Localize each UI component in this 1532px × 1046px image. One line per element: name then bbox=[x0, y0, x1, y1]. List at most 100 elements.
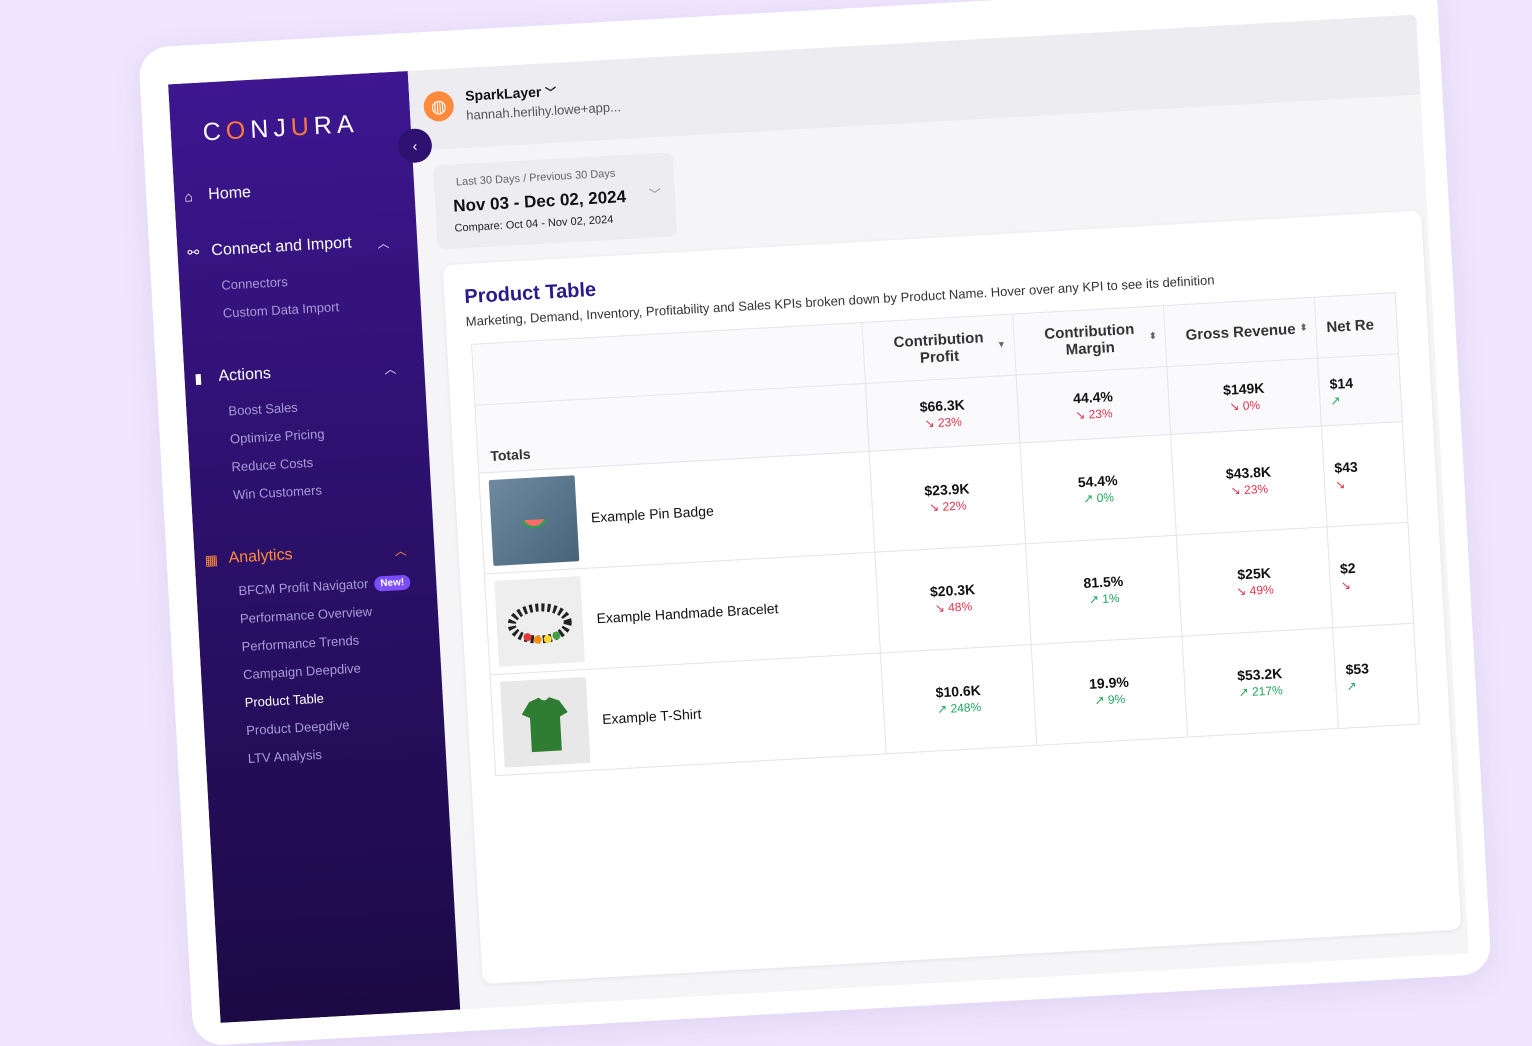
sub-reduce-costs[interactable]: Reduce Costs bbox=[231, 454, 314, 475]
nav-actions-label: Actions bbox=[217, 365, 272, 386]
cell: $20.3K ↘ 48% bbox=[874, 543, 1032, 653]
product-name[interactable]: Example Pin Badge bbox=[590, 502, 715, 526]
bar-chart-icon: ▮ bbox=[194, 369, 203, 387]
cell: $43.8K ↘ 23% bbox=[1170, 426, 1328, 536]
cell: $53.2K ↗ 217% bbox=[1181, 627, 1339, 737]
change-pct: 9% bbox=[1107, 691, 1126, 707]
product-image-bracelet bbox=[494, 576, 585, 667]
product-table-panel: Product Table Marketing, Demand, Invento… bbox=[442, 210, 1462, 985]
product-cell: Example T-Shirt bbox=[490, 652, 887, 776]
cell: $23.9K ↘ 22% bbox=[869, 442, 1026, 553]
total-cell: $14 ↗ bbox=[1317, 353, 1403, 427]
date-preset-label: Last 30 Days / Previous 30 Days bbox=[455, 167, 616, 189]
table-row[interactable]: Example Pin Badge $23.9K ↘ 22% 54.4% ↗ 0% … bbox=[478, 421, 1408, 574]
sort-icon[interactable]: ⬍ bbox=[1148, 330, 1157, 341]
org-switcher[interactable]: SparkLayer ﹀ bbox=[465, 83, 557, 105]
change-pct: 248% bbox=[950, 699, 982, 716]
total-cell: $149K ↘ 0% bbox=[1166, 358, 1322, 435]
change-pct: 22% bbox=[942, 498, 967, 514]
sort-icon[interactable]: ⬍ bbox=[1299, 322, 1308, 333]
product-name[interactable]: Example Handmade Bracelet bbox=[596, 600, 779, 627]
change-pct: 23% bbox=[1243, 481, 1269, 497]
up-arrow-icon: ↗ bbox=[1330, 392, 1341, 408]
sub-boost-sales[interactable]: Boost Sales bbox=[227, 399, 299, 419]
change-pct: 48% bbox=[947, 599, 973, 615]
panel-title: Product Table bbox=[463, 278, 597, 309]
table-row[interactable]: Example Handmade Bracelet $20.3K ↘ 48% 81… bbox=[484, 522, 1414, 675]
sort-desc-icon[interactable]: ▼ bbox=[996, 339, 1007, 350]
nav-home-label: Home bbox=[207, 183, 252, 204]
connect-icon: ⚯ bbox=[187, 243, 200, 261]
cell: $2 ↘ bbox=[1327, 522, 1414, 628]
sub-performance-overview[interactable]: Performance Overview bbox=[239, 603, 373, 627]
table-row[interactable]: Example T-Shirt $10.6K ↗ 248% 19.9% ↗ 9% $… bbox=[490, 623, 1420, 776]
cell: 81.5% ↗ 1% bbox=[1025, 535, 1182, 645]
chevron-up-icon[interactable]: ︿ bbox=[383, 362, 397, 377]
date-range-value: Nov 03 - Dec 02, 2024 bbox=[452, 187, 627, 216]
header-label: Contribution Margin bbox=[1043, 320, 1135, 359]
down-arrow-icon: ↘ bbox=[1340, 578, 1352, 593]
nav-analytics-label: Analytics bbox=[228, 546, 294, 567]
product-image-tshirt bbox=[499, 676, 591, 768]
sub-bfcm-label: BFCM Profit Navigator bbox=[238, 575, 369, 599]
header-net-revenue[interactable]: Net Re bbox=[1314, 292, 1399, 359]
nav-actions[interactable]: ▮ Actions ︿ bbox=[194, 357, 415, 387]
sub-optimize-pricing[interactable]: Optimize Pricing bbox=[229, 426, 325, 447]
topbar: ◍ SparkLayer ﹀ hannah.herlihy.lowe+app..… bbox=[407, 14, 1421, 151]
screenshot-card: CONJURA ⌂ Home ⚯ Connect and Import ︿ Co… bbox=[138, 0, 1492, 1046]
change-pct: 49% bbox=[1249, 582, 1275, 598]
change-pct: 0% bbox=[1242, 397, 1261, 413]
cell: 19.9% ↗ 9% bbox=[1031, 636, 1188, 746]
home-icon: ⌂ bbox=[183, 188, 194, 205]
sub-bfcm-profit-navigator[interactable]: BFCM Profit Navigator New! bbox=[238, 574, 411, 600]
down-arrow-icon: ↘ bbox=[1334, 477, 1346, 492]
sub-product-table[interactable]: Product Table bbox=[244, 690, 325, 711]
cell-value: $53 bbox=[1345, 660, 1370, 678]
change-pct: 0% bbox=[1096, 490, 1115, 506]
header-gross-revenue[interactable]: Gross Revenue ⬍ bbox=[1163, 297, 1318, 367]
cell: 54.4% ↗ 0% bbox=[1019, 434, 1177, 544]
grid-icon: ▦ bbox=[204, 551, 219, 569]
bracelet-icon bbox=[507, 603, 572, 644]
chevron-left-icon: ‹ bbox=[412, 137, 418, 154]
cell: $10.6K ↗ 248% bbox=[880, 644, 1037, 754]
sub-product-deepdive[interactable]: Product Deepdive bbox=[245, 717, 350, 739]
sub-ltv-analysis[interactable]: LTV Analysis bbox=[247, 746, 323, 766]
product-image-pin-badge bbox=[488, 475, 580, 566]
tshirt-icon bbox=[521, 697, 568, 753]
change-pct: 217% bbox=[1251, 683, 1284, 699]
chevron-up-icon[interactable]: ︿ bbox=[376, 236, 390, 251]
change-pct: 23% bbox=[937, 414, 963, 430]
sub-custom-data-import[interactable]: Custom Data Import bbox=[222, 299, 340, 321]
product-cell: Example Pin Badge bbox=[478, 451, 875, 574]
date-range-picker[interactable]: Last 30 Days / Previous 30 Days Nov 03 -… bbox=[433, 152, 678, 250]
nav-home[interactable]: ⌂ Home bbox=[184, 184, 252, 206]
cell: $53 ↗ bbox=[1332, 623, 1420, 729]
sub-connectors[interactable]: Connectors bbox=[220, 274, 289, 293]
globe-icon[interactable]: ◍ bbox=[422, 90, 455, 123]
header-label: Net Re bbox=[1325, 315, 1375, 336]
sub-performance-trends[interactable]: Performance Trends bbox=[241, 632, 360, 655]
app-window: CONJURA ⌂ Home ⚯ Connect and Import ︿ Co… bbox=[168, 14, 1469, 1023]
conjura-logo[interactable]: CONJURA bbox=[202, 109, 360, 147]
product-name[interactable]: Example T-Shirt bbox=[601, 705, 702, 728]
nav-analytics[interactable]: ▦ Analytics ︿ bbox=[204, 539, 425, 569]
header-contribution-margin[interactable]: Contribution Margin ⬍ bbox=[1012, 305, 1167, 375]
nav-connect[interactable]: ⚯ Connect and Import ︿ bbox=[187, 231, 408, 261]
sub-campaign-deepdive[interactable]: Campaign Deepdive bbox=[242, 660, 362, 683]
change-pct: 23% bbox=[1088, 405, 1113, 421]
cell: $25K ↘ 49% bbox=[1176, 526, 1333, 637]
header-contribution-profit[interactable]: Contribution Profit ▼ bbox=[861, 314, 1017, 384]
change-pct: 1% bbox=[1101, 591, 1120, 607]
product-table: Contribution Profit ▼ Contribution Margin… bbox=[471, 292, 1420, 777]
product-cell: Example Handmade Bracelet bbox=[484, 552, 881, 675]
sub-win-customers[interactable]: Win Customers bbox=[232, 482, 323, 503]
date-compare-value: Compare: Oct 04 - Nov 02, 2024 bbox=[454, 213, 614, 235]
chevron-up-icon[interactable]: ︿ bbox=[394, 543, 407, 559]
total-cell: 44.4% ↘ 23% bbox=[1016, 366, 1171, 443]
total-value: $14 bbox=[1329, 374, 1354, 392]
header-label: Gross Revenue bbox=[1185, 320, 1296, 344]
cell-value: $43 bbox=[1333, 458, 1359, 476]
nav-connect-label: Connect and Import bbox=[210, 234, 353, 260]
watermelon-pin-icon bbox=[520, 518, 547, 529]
